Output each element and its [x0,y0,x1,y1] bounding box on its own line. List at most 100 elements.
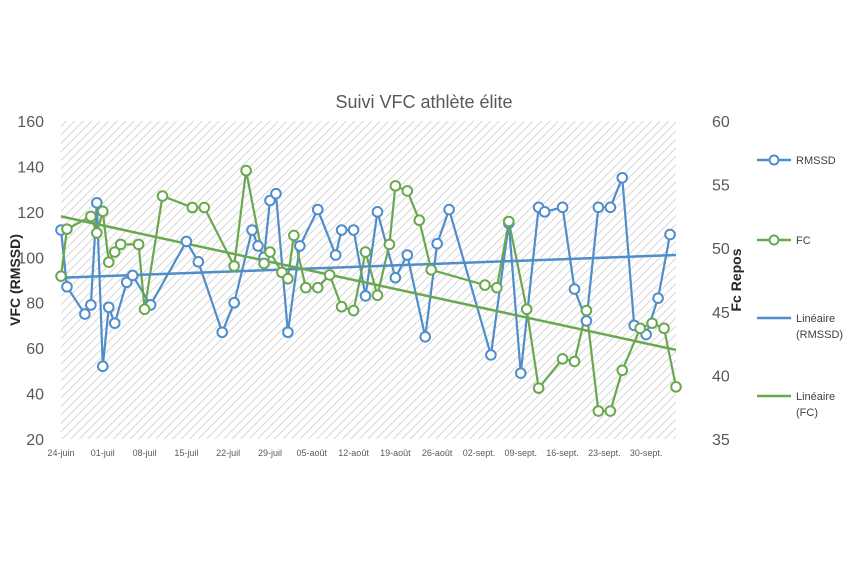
rmssd-point [556,201,569,214]
rmssd-point [652,292,664,304]
rmssd-point [335,224,348,236]
rmssd-point [568,283,581,295]
left-tick-label: 100 [17,250,44,267]
x-tick-label: 01-juil [91,448,115,458]
fc-point [646,317,658,330]
right-tick-label: 55 [712,178,730,195]
right-tick-label: 40 [712,368,730,385]
fc-point [138,303,151,316]
x-tick-label: 19-août [380,448,411,458]
left-tick-label: 20 [26,432,44,449]
rmssd-point [252,240,264,252]
fc-point [114,238,127,251]
legend-item-lineaire-rmssd: Linéaire (RMSSD) [757,313,843,341]
fc-point [658,322,670,335]
fc-point [347,304,360,317]
rmssd-point [371,206,384,218]
rmssd-point [108,317,121,329]
rmssd-point [246,224,258,236]
fc-point [258,257,270,270]
rmssd-point [401,249,414,261]
fc-point [383,238,396,251]
left-axis-ticks: 20 40 60 80 100 120 140 160 [17,114,44,449]
x-tick-label: 30-sept. [630,448,663,458]
lineaire-rmssd-trendline [60,253,677,279]
rmssd-point [282,326,294,339]
fc-point [61,223,73,235]
rmssd-point [604,201,617,214]
fc-point [670,381,682,393]
fc-point [198,201,211,214]
right-tick-label: 50 [712,241,730,258]
left-tick-label: 60 [26,341,44,358]
fc-point [264,246,276,258]
x-tick-label: 16-sept. [546,448,579,458]
rmssd-point [85,299,97,311]
fc-point [532,382,545,394]
rmssd-point [126,269,139,282]
rmssd-point [347,224,360,236]
legend-swatch-marker [768,234,780,246]
rmssd-point [228,296,240,309]
fc-point [592,405,605,417]
fc-point [425,264,437,276]
x-tick-label: 05-août [297,448,328,458]
left-axis-label: VFC (RMSSD) [7,234,23,326]
fc-point [616,364,629,377]
rmssd-point [431,237,443,250]
fc-point [503,215,515,228]
left-tick-label: 140 [17,159,44,176]
fc-point [156,190,169,202]
x-tick-label: 08-juil [133,448,157,458]
right-axis-label: Fc Repos [728,248,744,311]
chart-title: Suivi VFC athlète élite [335,92,512,112]
fc-point [186,201,199,214]
fc-point [85,210,97,223]
fc-point [300,281,312,294]
rmssd-point [61,281,73,293]
x-tick-label: 26-août [422,448,453,458]
x-axis-ticks: 24-juin 01-juil 08-juil 15-juil 22-juil 29-ju… [47,448,662,458]
fc-point [634,322,646,335]
rmssd-point [216,326,229,339]
x-tick-label: 12-août [338,448,369,458]
fc-point [371,289,384,302]
fc-point [491,281,503,294]
rmssd-point [419,330,432,343]
fc-point [132,238,145,251]
x-tick-label: 23-sept. [588,448,621,458]
rmssd-point [616,171,629,184]
fc-point [102,256,115,268]
rmssd-point [180,235,193,248]
fc-point [96,205,109,218]
legend-item-rmssd: RMSSD [757,154,836,167]
left-tick-label: 160 [17,114,44,131]
legend-label: Linéaire (RMSSD) [796,313,843,341]
rmssd-point [79,308,91,320]
x-tick-label: 29-juil [258,448,282,458]
fc-point [228,260,240,272]
rmssd-point [91,196,103,209]
fc-point [479,279,491,291]
rmssd-point [485,349,497,361]
fc-point [389,180,402,192]
right-tick-label: 60 [712,114,730,131]
rmssd-point [389,271,402,284]
fc-point [311,281,324,294]
series-layer [55,164,682,417]
x-tick-label: 24-juin [47,448,74,458]
left-tick-label: 40 [26,387,44,404]
left-tick-label: 80 [26,296,44,313]
legend-label: FC [796,235,811,247]
rmssd-point [592,201,605,214]
rmssd-point [580,315,593,327]
rmssd-point [270,187,282,200]
lineaire-fc-trendline [60,215,677,352]
rmssd-point [329,249,342,261]
rmssd-point [294,240,306,252]
fc-point [335,300,348,313]
x-tick-label: 22-juil [216,448,240,458]
rmssd-point [311,203,324,216]
